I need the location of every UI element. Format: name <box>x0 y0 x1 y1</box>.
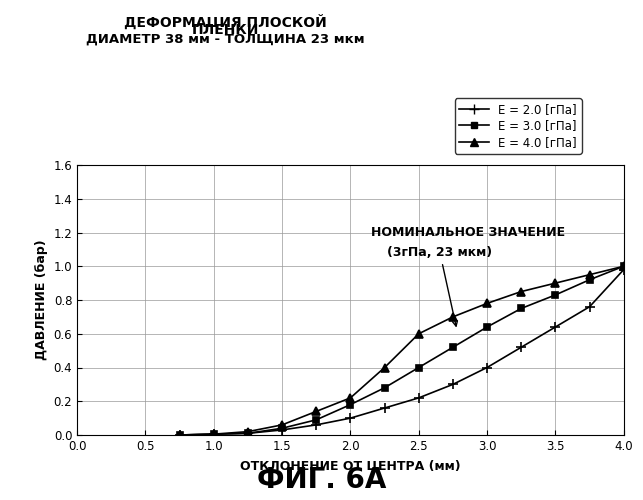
E = 3.0 [гПа] <box>552 292 559 298</box>
E = 3.0 [гПа] <box>620 263 628 269</box>
E = 3.0 [гПа] <box>210 431 217 437</box>
E = 2.0 [гПа] <box>484 364 491 370</box>
E = 3.0 [гПа] <box>586 277 593 283</box>
E = 4.0 [гПа] <box>176 432 183 438</box>
E = 2.0 [гПа] <box>381 405 388 411</box>
E = 3.0 [гПа] <box>244 430 252 436</box>
E = 2.0 [гПа] <box>347 415 354 421</box>
E = 3.0 [гПа] <box>415 364 422 370</box>
E = 4.0 [гПа] <box>312 408 320 414</box>
E = 4.0 [гПа] <box>347 395 354 401</box>
E = 3.0 [гПа] <box>381 385 388 391</box>
E = 2.0 [гПа] <box>244 430 252 436</box>
Text: ДИАМЕТР 38 мм - ТОЛЩИНА 23 мкм: ДИАМЕТР 38 мм - ТОЛЩИНА 23 мкм <box>86 32 365 46</box>
E = 3.0 [гПа] <box>518 306 525 312</box>
E = 4.0 [гПа] <box>244 428 252 434</box>
Line: E = 2.0 [гПа]: E = 2.0 [гПа] <box>175 265 629 440</box>
E = 3.0 [гПа] <box>176 432 183 438</box>
E = 2.0 [гПа] <box>176 432 183 438</box>
E = 4.0 [гПа] <box>484 300 491 306</box>
E = 4.0 [гПа] <box>381 364 388 370</box>
E = 2.0 [гПа] <box>449 382 457 388</box>
E = 3.0 [гПа] <box>347 402 354 407</box>
E = 3.0 [гПа] <box>484 324 491 330</box>
E = 2.0 [гПа] <box>278 427 286 433</box>
Text: (3гПа, 23 мкм): (3гПа, 23 мкм) <box>387 246 493 326</box>
E = 4.0 [гПа] <box>278 422 286 428</box>
E = 2.0 [гПа] <box>552 324 559 330</box>
E = 4.0 [гПа] <box>415 331 422 337</box>
Text: ПЛЕНКИ: ПЛЕНКИ <box>192 22 258 36</box>
Line: E = 3.0 [гПа]: E = 3.0 [гПа] <box>176 263 627 438</box>
E = 3.0 [гПа] <box>312 417 320 423</box>
Legend: E = 2.0 [гПа], E = 3.0 [гПа], E = 4.0 [гПа]: E = 2.0 [гПа], E = 3.0 [гПа], E = 4.0 [г… <box>455 98 582 154</box>
E = 2.0 [гПа] <box>210 431 217 437</box>
E = 4.0 [гПа] <box>552 280 559 286</box>
E = 2.0 [гПа] <box>518 344 525 350</box>
E = 3.0 [гПа] <box>449 344 457 350</box>
E = 4.0 [гПа] <box>518 288 525 294</box>
Y-axis label: ДАВЛЕНИЕ (бар): ДАВЛЕНИЕ (бар) <box>35 240 48 360</box>
E = 3.0 [гПа] <box>278 425 286 431</box>
Text: ФИГ. 6А: ФИГ. 6А <box>257 466 386 494</box>
Text: ДЕФОРМАЦИЯ ПЛОСКОЙ: ДЕФОРМАЦИЯ ПЛОСКОЙ <box>123 15 327 30</box>
E = 4.0 [гПа] <box>449 314 457 320</box>
E = 2.0 [гПа] <box>312 422 320 428</box>
E = 4.0 [гПа] <box>210 431 217 437</box>
Line: E = 4.0 [гПа]: E = 4.0 [гПа] <box>176 262 628 439</box>
E = 2.0 [гПа] <box>586 304 593 310</box>
E = 4.0 [гПа] <box>620 263 628 269</box>
Text: НОМИНАЛЬНОЕ ЗНАЧЕНИЕ: НОМИНАЛЬНОЕ ЗНАЧЕНИЕ <box>371 226 565 239</box>
E = 2.0 [гПа] <box>415 395 422 401</box>
E = 2.0 [гПа] <box>620 266 628 272</box>
X-axis label: ОТКЛОНЕНИЕ ОТ ЦЕНТРА (мм): ОТКЛОНЕНИЕ ОТ ЦЕНТРА (мм) <box>240 460 461 473</box>
E = 4.0 [гПа] <box>586 272 593 278</box>
